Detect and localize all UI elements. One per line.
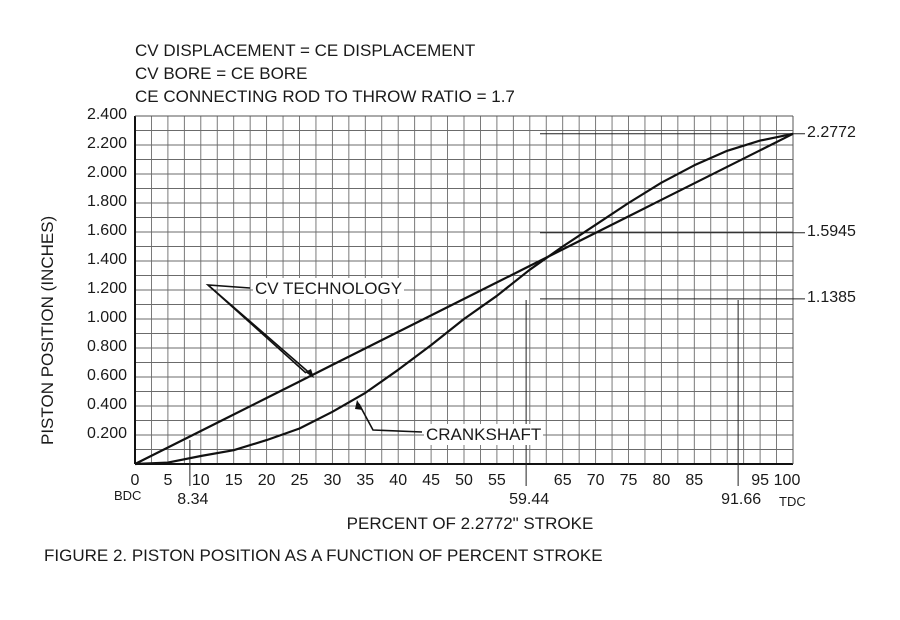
crankshaft-arrowhead xyxy=(355,400,363,410)
y-tick-label: 0.200 xyxy=(86,425,127,442)
bdc-label: BDC xyxy=(114,488,142,503)
x-tick-label: 25 xyxy=(290,472,309,489)
x-tick-label: 70 xyxy=(586,472,605,489)
y-tick-label: 1.800 xyxy=(86,193,127,210)
crankshaft-leader-line xyxy=(358,403,423,433)
y-marker-label: 2.2772 xyxy=(807,123,856,141)
note-displacement: CV DISPLACEMENT = CE DISPLACEMENT xyxy=(135,41,476,60)
x-marker-label: 91.66 xyxy=(721,491,762,508)
y-marker-label: 1.1385 xyxy=(807,288,856,306)
figure-caption: FIGURE 2. PISTON POSITION AS A FUNCTION … xyxy=(44,546,603,565)
y-tick-label: 0.800 xyxy=(86,338,127,355)
x-tick-label: 50 xyxy=(455,472,473,489)
cv-technology-leader-arrow xyxy=(207,284,307,374)
annotation-cv-technology: CV TECHNOLOGY xyxy=(253,278,405,299)
x-tick-label: 5 xyxy=(163,472,173,489)
y-axis-label: PISTON POSITION (INCHES) xyxy=(38,215,57,445)
x-tick-label: 65 xyxy=(553,472,572,489)
annotation-crankshaft: CRANKSHAFT xyxy=(424,424,544,445)
y-marker-label: 1.5945 xyxy=(807,222,856,240)
x-marker-label: 8.34 xyxy=(177,491,209,508)
y-tick-label: 1.000 xyxy=(86,309,127,326)
series-line-crankshaft xyxy=(134,132,794,466)
y-tick-label: 1.200 xyxy=(86,280,127,297)
x-tick-label: 45 xyxy=(422,472,440,489)
x-tick-label: 85 xyxy=(685,472,704,489)
x-tick-label: 10 xyxy=(191,472,210,489)
y-tick-label: 0.600 xyxy=(86,367,127,384)
x-tick-label: 40 xyxy=(389,472,408,489)
series-line-cv-technology xyxy=(134,132,794,465)
y-tick-label: 0.400 xyxy=(86,396,127,413)
y-tick-label: 1.400 xyxy=(86,251,127,268)
y-tick-label: 2.400 xyxy=(86,106,127,123)
x-tick-label: 15 xyxy=(224,472,243,489)
x-tick-label: 0 xyxy=(130,472,140,489)
x-tick-label: 55 xyxy=(487,472,506,489)
x-tick-label: 75 xyxy=(619,472,638,489)
x-tick-label: 35 xyxy=(356,472,375,489)
x-tick-label: 80 xyxy=(652,472,671,489)
y-tick-label: 2.200 xyxy=(86,135,127,152)
y-tick-label: 1.600 xyxy=(86,222,127,239)
note-bore: CV BORE = CE BORE xyxy=(135,64,308,83)
y-tick-label: 2.000 xyxy=(86,164,127,181)
cv-technology-arrowhead xyxy=(305,369,314,378)
x-marker-label: 59.44 xyxy=(509,491,550,508)
note-rod-ratio: CE CONNECTING ROD TO THROW RATIO = 1.7 xyxy=(135,87,515,106)
x-tick-label: 30 xyxy=(323,472,342,489)
x-tick-label: 100 xyxy=(773,472,801,489)
x-tick-label: 20 xyxy=(257,472,276,489)
x-tick-label: 95 xyxy=(751,472,769,489)
tdc-label: TDC xyxy=(779,494,806,509)
x-axis-label: PERCENT OF 2.2772" STROKE xyxy=(346,514,594,533)
